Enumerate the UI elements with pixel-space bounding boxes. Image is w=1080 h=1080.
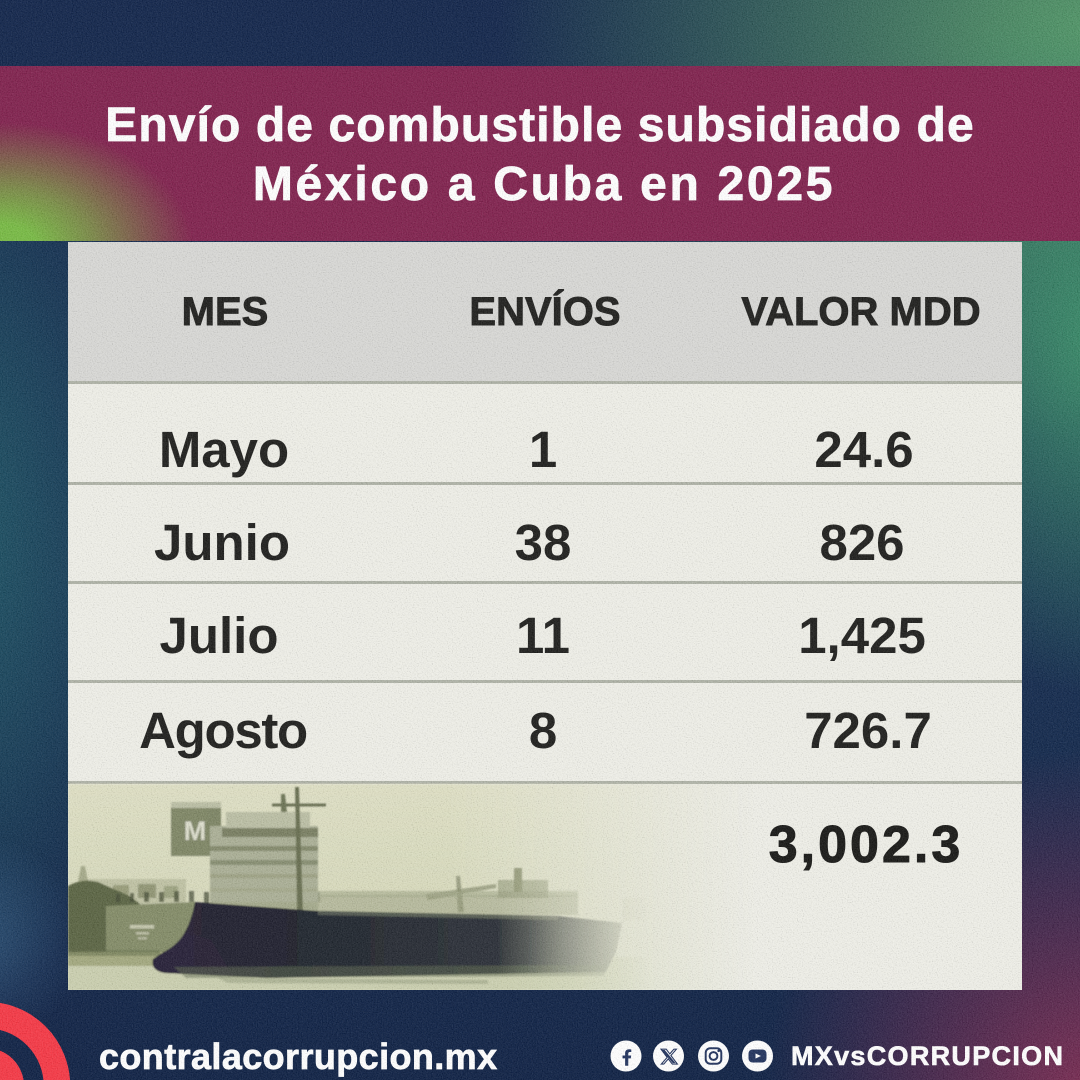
- svg-text:M: M: [184, 816, 207, 846]
